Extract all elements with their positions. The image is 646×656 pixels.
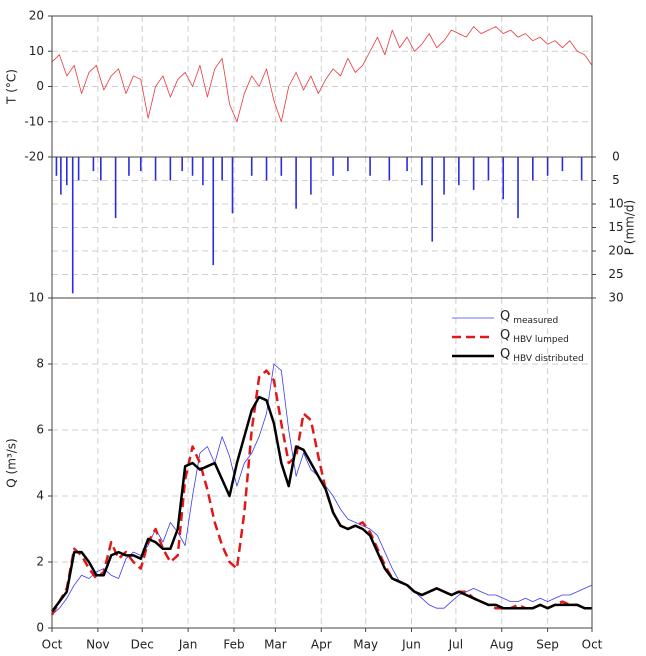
bar bbox=[221, 157, 223, 181]
bar bbox=[139, 157, 142, 172]
y-tick-label: 25 bbox=[608, 267, 623, 281]
x-tick-label: Jun bbox=[401, 638, 421, 652]
y-tick-label: 0 bbox=[36, 79, 44, 93]
y-tick-label: 20 bbox=[29, 9, 44, 23]
y-tick-label: -10 bbox=[24, 114, 44, 128]
x-tick-label: May bbox=[353, 638, 378, 652]
bar bbox=[561, 157, 564, 172]
y-tick-label: 0 bbox=[36, 621, 44, 635]
bar bbox=[310, 157, 312, 195]
bar bbox=[202, 157, 204, 186]
bar bbox=[580, 157, 583, 181]
bar bbox=[265, 157, 268, 181]
line bbox=[51, 26, 593, 123]
x-tick-label: Sep bbox=[536, 638, 559, 652]
bar bbox=[443, 157, 445, 195]
panel: 0 2 4 6 8 10 Q (m³/s) bbox=[5, 291, 593, 635]
y-tick-label: 20 bbox=[608, 244, 623, 258]
bar bbox=[388, 157, 391, 181]
y-tick-label: 6 bbox=[36, 423, 44, 437]
bar bbox=[517, 157, 519, 219]
line bbox=[51, 363, 593, 616]
x-tick-label: Jan bbox=[178, 638, 198, 652]
bar bbox=[487, 157, 490, 181]
x-tick-label: Oct bbox=[42, 638, 63, 652]
y-tick-label: 15 bbox=[608, 220, 623, 234]
y-axis-label: T (°C) bbox=[5, 69, 19, 105]
y-tick-label: 0 bbox=[612, 150, 620, 164]
bar bbox=[347, 157, 349, 172]
legend-subscript: HBV lumped bbox=[513, 335, 569, 345]
bar bbox=[71, 157, 74, 294]
bar bbox=[546, 157, 549, 176]
panel: 0 5 10 15 20 25 30 P (mm/d) bbox=[51, 150, 637, 305]
y-tick-label: 10 bbox=[608, 197, 623, 211]
bar bbox=[114, 157, 117, 219]
y-tick-label: 5 bbox=[612, 173, 620, 187]
y-axis-label: P (mm/d) bbox=[623, 200, 637, 255]
y-tick-label: 8 bbox=[36, 357, 44, 371]
legend-name: Q bbox=[500, 328, 510, 343]
legend-name: Q bbox=[500, 309, 510, 324]
line bbox=[50, 369, 592, 616]
bar bbox=[280, 157, 283, 176]
y-tick-label: 4 bbox=[36, 489, 44, 503]
bar bbox=[92, 157, 95, 172]
y-tick-label: 2 bbox=[36, 555, 44, 569]
line bbox=[50, 395, 592, 613]
panel: -20 -10 0 10 20 T (°C) bbox=[5, 9, 593, 164]
frame bbox=[51, 297, 593, 629]
bar bbox=[421, 157, 423, 186]
bar bbox=[169, 157, 172, 181]
bar bbox=[154, 157, 157, 181]
legend-subscript: HBV distributed bbox=[513, 354, 584, 364]
bar bbox=[65, 157, 68, 186]
bar bbox=[406, 157, 408, 172]
bar bbox=[77, 157, 80, 181]
bar bbox=[181, 157, 183, 172]
bar bbox=[250, 157, 253, 176]
legend-label: Q HBV lumped bbox=[500, 328, 569, 345]
y-tick-label: 30 bbox=[608, 291, 623, 305]
bar bbox=[431, 157, 434, 242]
legend-label: Q HBV distributed bbox=[500, 347, 584, 364]
x-tick-label: Nov bbox=[86, 638, 109, 652]
bar bbox=[458, 157, 460, 186]
x-tick-label: Oct bbox=[582, 638, 603, 652]
bar bbox=[369, 157, 371, 176]
bar bbox=[295, 157, 297, 209]
y-axis-label: Q (m³/s) bbox=[5, 438, 19, 487]
x-tick-label: Jul bbox=[448, 638, 463, 652]
x-tick-label: Apr bbox=[311, 638, 332, 652]
bar bbox=[212, 157, 215, 266]
legend-subscript: measured bbox=[513, 316, 558, 326]
bar bbox=[191, 157, 194, 176]
bar bbox=[60, 157, 62, 195]
y-tick-label: -20 bbox=[24, 150, 44, 164]
y-tick-label: 10 bbox=[29, 291, 44, 305]
bar bbox=[231, 157, 234, 214]
x-tick-label: Aug bbox=[490, 638, 513, 652]
bar bbox=[532, 157, 534, 181]
bar bbox=[332, 157, 334, 176]
x-tick-label: Dec bbox=[131, 638, 154, 652]
bar bbox=[502, 157, 505, 200]
bar bbox=[100, 157, 102, 181]
x-tick-label: Feb bbox=[223, 638, 244, 652]
y-tick-label: 10 bbox=[29, 44, 44, 58]
bar bbox=[55, 157, 58, 176]
legend-name: Q bbox=[500, 347, 510, 362]
x-tick-label: Mar bbox=[264, 638, 287, 652]
bar bbox=[472, 157, 475, 190]
bar bbox=[128, 157, 130, 176]
